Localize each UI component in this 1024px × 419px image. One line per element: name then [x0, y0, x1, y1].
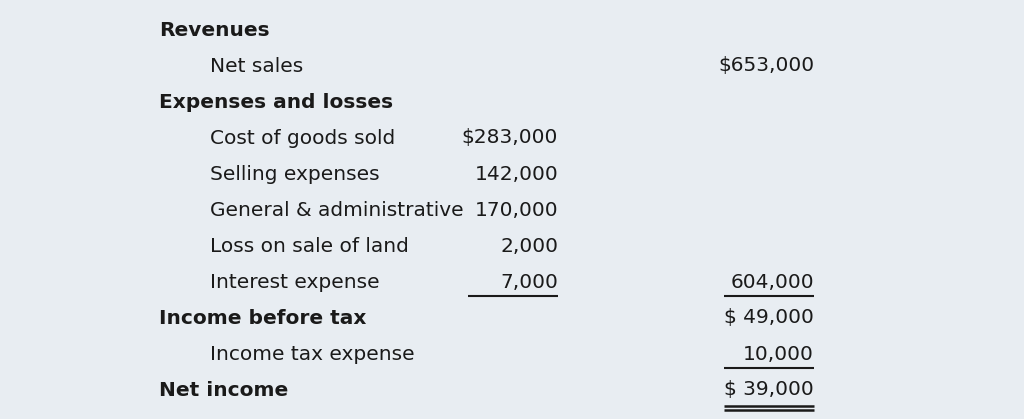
Text: Net income: Net income: [159, 380, 288, 399]
Text: 142,000: 142,000: [474, 165, 558, 184]
Text: $653,000: $653,000: [718, 57, 814, 75]
Text: 10,000: 10,000: [743, 344, 814, 364]
Text: 2,000: 2,000: [500, 236, 558, 256]
Text: $283,000: $283,000: [462, 129, 558, 147]
Text: General & administrative: General & administrative: [210, 201, 464, 220]
Text: Loss on sale of land: Loss on sale of land: [210, 236, 409, 256]
Text: Interest expense: Interest expense: [210, 272, 380, 292]
Text: $ 49,000: $ 49,000: [724, 308, 814, 328]
Text: 7,000: 7,000: [500, 272, 558, 292]
Text: Selling expenses: Selling expenses: [210, 165, 380, 184]
Text: 170,000: 170,000: [474, 201, 558, 220]
Text: $ 39,000: $ 39,000: [724, 380, 814, 399]
Text: 604,000: 604,000: [730, 272, 814, 292]
Text: Cost of goods sold: Cost of goods sold: [210, 129, 395, 147]
Text: Expenses and losses: Expenses and losses: [159, 93, 393, 111]
Text: Income tax expense: Income tax expense: [210, 344, 415, 364]
Text: Net sales: Net sales: [210, 57, 303, 75]
Text: Revenues: Revenues: [159, 21, 269, 39]
Text: Income before tax: Income before tax: [159, 308, 367, 328]
